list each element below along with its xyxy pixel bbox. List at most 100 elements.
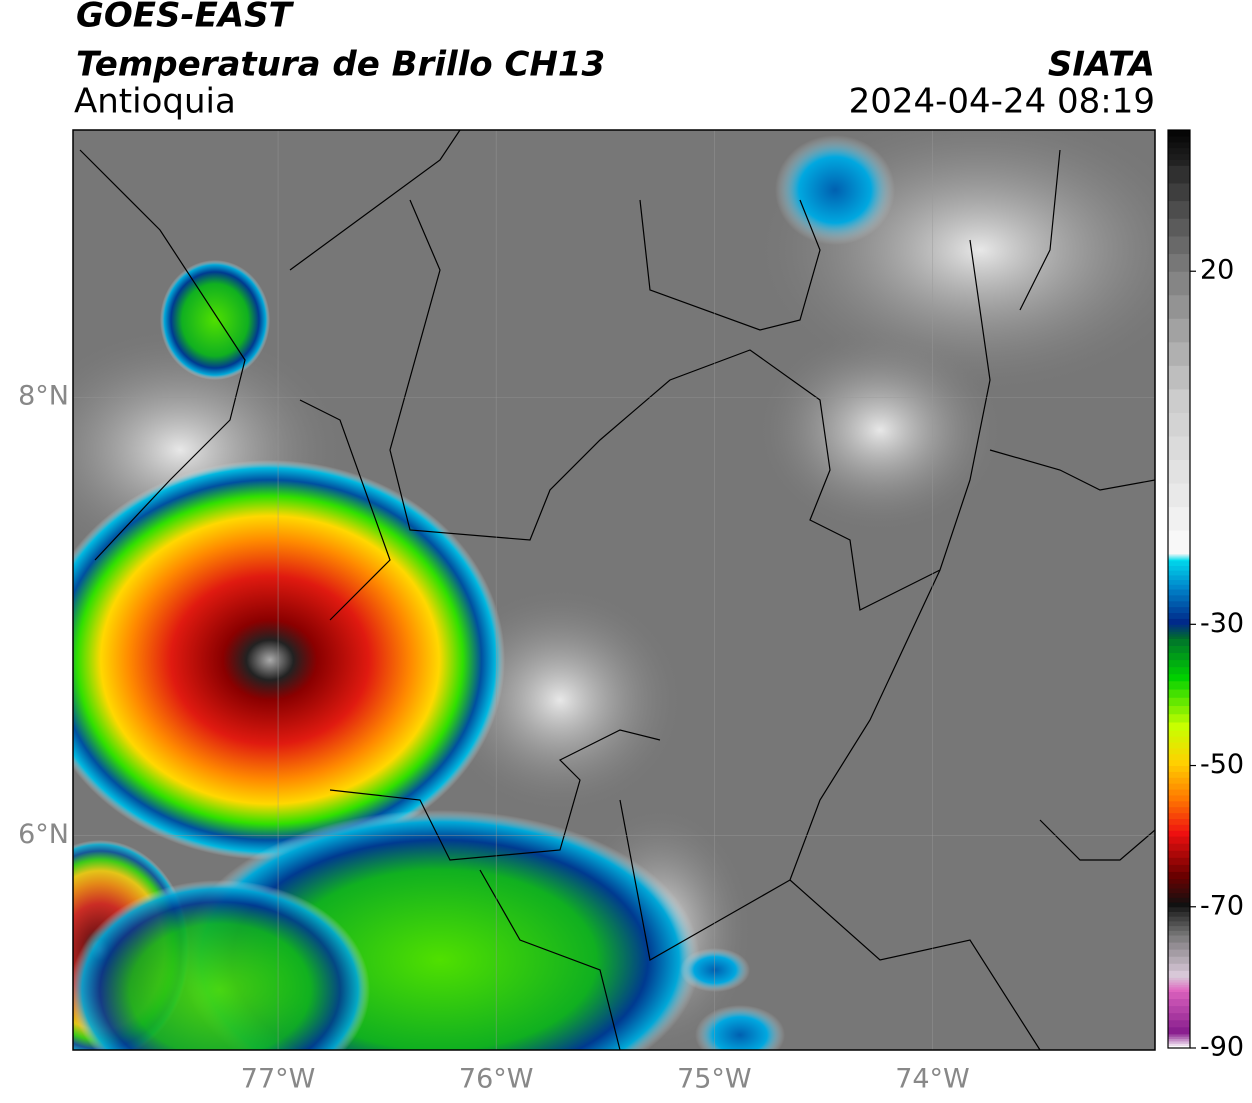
- colorbar-segment: [1168, 771, 1190, 778]
- colorbar-segment: [1168, 652, 1190, 661]
- colorbar-segment: [1168, 341, 1190, 366]
- colorbar-segment: [1168, 631, 1190, 635]
- colorbar-segment: [1168, 294, 1190, 319]
- colorbar-segment: [1168, 759, 1190, 767]
- colorbar-segment: [1168, 800, 1190, 808]
- product: Temperatura de Brillo CH13: [76, 45, 605, 85]
- colorbar-segment: [1168, 925, 1190, 931]
- colorbar-segment: [1168, 713, 1190, 723]
- colorbar-tick-label: 20: [1200, 255, 1234, 286]
- colorbar-frame: [1167, 129, 1191, 1049]
- colorbar-tick-label: -50: [1200, 749, 1244, 780]
- colorbar-segment: [1168, 777, 1190, 784]
- colorbar-segment: [1168, 1036, 1190, 1040]
- colorbar-segment: [1168, 565, 1190, 571]
- colorbar-segment: [1168, 135, 1190, 143]
- colorbar-segment: [1168, 579, 1190, 585]
- colorbar-segment: [1168, 1040, 1190, 1044]
- map-frame: [72, 129, 1156, 1051]
- colorbar-segment: [1168, 878, 1190, 884]
- colorbar-segment: [1168, 982, 1190, 985]
- colorbar-segment: [1168, 857, 1190, 865]
- colorbar-segment: [1168, 806, 1190, 814]
- colorbar-segment: [1168, 1043, 1190, 1047]
- colorbar-segment: [1168, 1012, 1190, 1021]
- colorbar-segment: [1168, 956, 1190, 964]
- colorbar-tick-label: -70: [1200, 890, 1244, 921]
- colorbar-segment: [1168, 897, 1190, 903]
- colorbar-segment: [1168, 530, 1190, 555]
- colorbar-segment: [1168, 794, 1190, 802]
- colorbar-segment: [1168, 612, 1190, 619]
- colorbar-segment: [1168, 970, 1190, 978]
- colorbar-segment: [1168, 365, 1190, 390]
- colorbar-segment: [1168, 984, 1190, 988]
- x-tick-label: 74°W: [895, 1064, 970, 1095]
- colorbar-segment: [1168, 730, 1190, 737]
- colorbar-segment: [1168, 412, 1190, 437]
- colorbar-segment: [1168, 556, 1190, 558]
- colorbar-segment: [1168, 705, 1190, 715]
- colorbar-segment: [1168, 659, 1190, 668]
- colorbar-segment: [1168, 483, 1190, 508]
- colorbar-segment: [1168, 130, 1190, 137]
- colorbar-segment: [1168, 930, 1190, 936]
- colorbar-tick-label: -30: [1200, 608, 1244, 639]
- colorbar-segment: [1168, 977, 1190, 981]
- satellite: GOES-EAST: [76, 0, 295, 36]
- colorbar-segment: [1168, 673, 1190, 682]
- colorbar-segment: [1168, 991, 1190, 1000]
- y-tick-label: 6°N: [18, 819, 69, 850]
- colorbar-segment: [1168, 747, 1190, 755]
- colorbar-segment: [1168, 1026, 1190, 1035]
- colorbar-segment: [1168, 883, 1190, 889]
- colorbar-segment: [1168, 902, 1190, 908]
- colorbar-segment: [1168, 765, 1190, 772]
- colorbar-segment: [1168, 935, 1190, 943]
- colorbar-segment: [1168, 824, 1190, 831]
- colorbar-segment: [1168, 153, 1190, 160]
- colorbar-segment: [1168, 871, 1190, 880]
- colorbar-segment: [1168, 850, 1190, 858]
- colorbar-segment: [1168, 783, 1190, 790]
- colorbar-segment: [1168, 557, 1190, 559]
- colorbar-segment: [1168, 989, 1190, 993]
- colorbar-segment: [1168, 979, 1190, 983]
- colorbar-segment: [1168, 200, 1190, 219]
- colorbar-segment: [1168, 606, 1190, 614]
- colorbar-segment: [1168, 1033, 1190, 1037]
- colorbar-segment: [1168, 626, 1190, 630]
- colorbar-segment: [1168, 942, 1190, 950]
- colorbar-segment: [1168, 553, 1190, 556]
- colorbar-segment: [1168, 789, 1190, 796]
- colorbar-segment: [1168, 1045, 1190, 1049]
- colorbar-segment: [1168, 584, 1190, 590]
- colorbar-segment: [1168, 963, 1190, 971]
- y-tick-label: 8°N: [18, 381, 69, 412]
- colorbar-segment: [1168, 600, 1190, 608]
- colorbar-segment: [1168, 736, 1190, 743]
- colorbar-segment: [1168, 558, 1190, 561]
- colorbar-segment: [1168, 560, 1190, 566]
- colorbar-segment: [1168, 633, 1190, 637]
- colorbar-segment: [1168, 506, 1190, 531]
- colorbar-segment: [1168, 986, 1190, 990]
- colorbar-segment: [1168, 459, 1190, 484]
- colorbar-segment: [1168, 147, 1190, 155]
- colorbar-segment: [1168, 636, 1190, 639]
- colorbar-segment: [1168, 911, 1190, 917]
- colorbar-segment: [1168, 574, 1190, 581]
- colorbar-segment: [1168, 165, 1190, 184]
- colorbar-segment: [1168, 721, 1190, 731]
- x-tick-label: 76°W: [459, 1064, 534, 1095]
- colorbar-segment: [1168, 271, 1190, 296]
- colorbar-segment: [1168, 818, 1190, 825]
- colorbar-segment: [1168, 843, 1190, 851]
- colorbar-segment: [1168, 253, 1190, 272]
- x-tick-label: 77°W: [241, 1064, 316, 1095]
- source: SIATA: [1048, 45, 1155, 85]
- colorbar-segment: [1168, 594, 1190, 602]
- colorbar-segment: [1168, 554, 1190, 557]
- colorbar-segment: [1168, 697, 1190, 707]
- x-tick-label: 75°W: [677, 1064, 752, 1095]
